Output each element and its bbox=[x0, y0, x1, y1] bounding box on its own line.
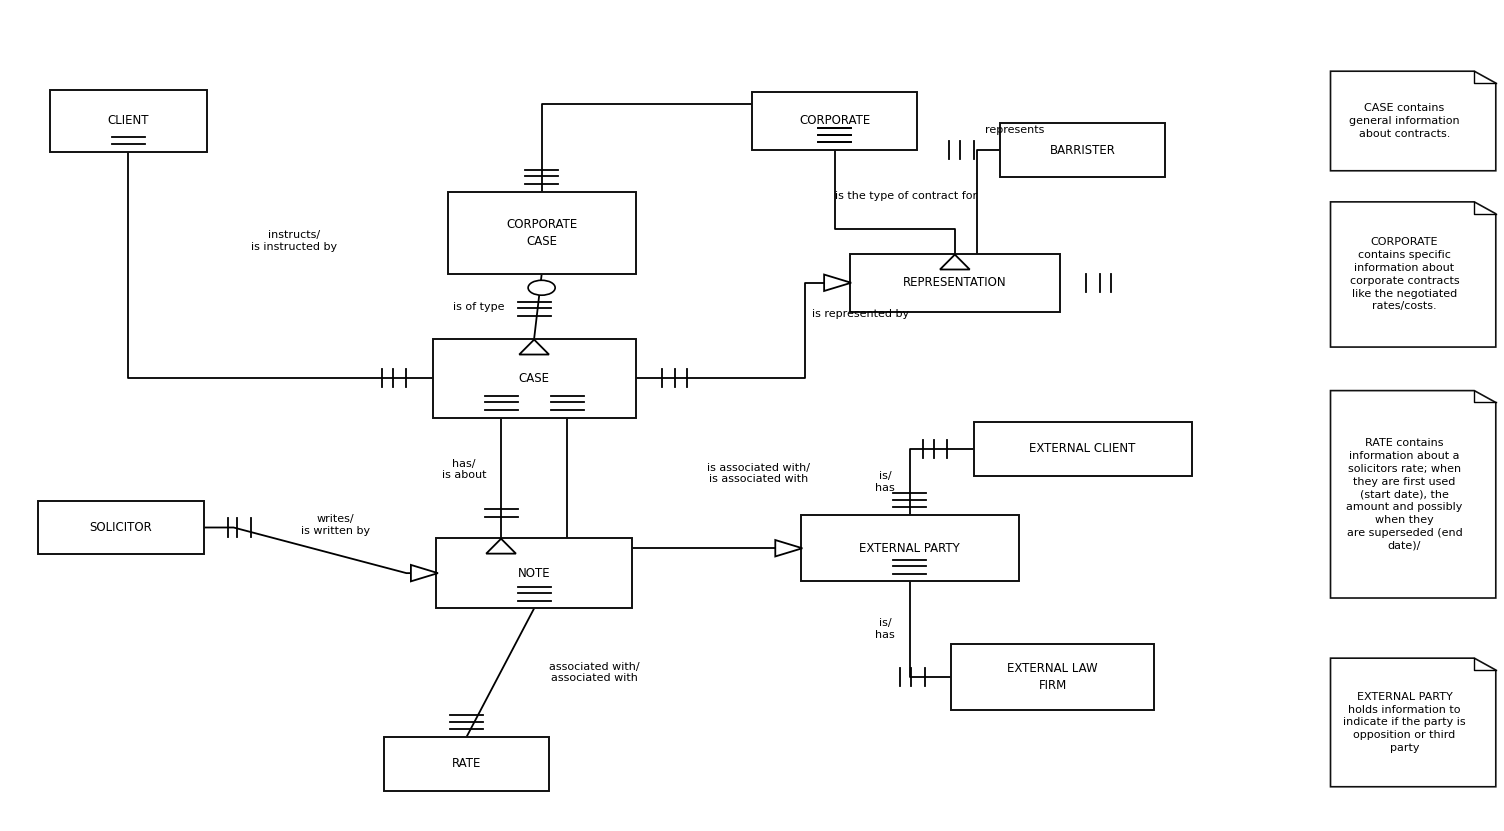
FancyBboxPatch shape bbox=[973, 421, 1191, 475]
Text: EXTERNAL CLIENT: EXTERNAL CLIENT bbox=[1029, 442, 1136, 455]
Text: EXTERNAL PARTY
holds information to
indicate if the party is
opposition or third: EXTERNAL PARTY holds information to indi… bbox=[1343, 692, 1466, 753]
Text: instructs/
is instructed by: instructs/ is instructed by bbox=[251, 230, 337, 252]
Text: is/
has: is/ has bbox=[875, 471, 895, 493]
FancyBboxPatch shape bbox=[800, 515, 1018, 582]
Text: CORPORATE
CASE: CORPORATE CASE bbox=[505, 218, 578, 248]
Polygon shape bbox=[1331, 71, 1496, 170]
Text: CORPORATE
contains specific
information about
corporate contracts
like the negot: CORPORATE contains specific information … bbox=[1349, 238, 1459, 312]
FancyBboxPatch shape bbox=[38, 500, 203, 554]
Polygon shape bbox=[1331, 202, 1496, 347]
Polygon shape bbox=[1331, 658, 1496, 787]
Text: EXTERNAL PARTY: EXTERNAL PARTY bbox=[859, 542, 960, 555]
FancyBboxPatch shape bbox=[50, 90, 208, 152]
Text: CORPORATE: CORPORATE bbox=[799, 115, 871, 127]
Text: REPRESENTATION: REPRESENTATION bbox=[902, 276, 1006, 289]
FancyBboxPatch shape bbox=[433, 339, 636, 417]
Text: CASE contains
general information
about contracts.: CASE contains general information about … bbox=[1349, 103, 1460, 139]
Text: NOTE: NOTE bbox=[517, 567, 550, 580]
Text: BARRISTER: BARRISTER bbox=[1050, 144, 1116, 156]
Polygon shape bbox=[1331, 391, 1496, 598]
Polygon shape bbox=[519, 340, 549, 355]
Text: CLIENT: CLIENT bbox=[108, 115, 149, 127]
FancyBboxPatch shape bbox=[850, 253, 1060, 312]
FancyBboxPatch shape bbox=[752, 92, 917, 150]
Text: is/
has: is/ has bbox=[875, 618, 895, 640]
Text: RATE contains
information about a
solicitors rate; when
they are first used
(sta: RATE contains information about a solici… bbox=[1346, 438, 1463, 550]
Text: EXTERNAL LAW
FIRM: EXTERNAL LAW FIRM bbox=[1008, 661, 1098, 692]
FancyBboxPatch shape bbox=[384, 737, 549, 791]
Text: is the type of contract for: is the type of contract for bbox=[835, 190, 976, 200]
Text: associated with/
associated with: associated with/ associated with bbox=[549, 661, 639, 683]
Text: has/
is about: has/ is about bbox=[442, 459, 486, 480]
Circle shape bbox=[528, 280, 555, 295]
Text: SOLICITOR: SOLICITOR bbox=[90, 521, 152, 534]
Text: represents: represents bbox=[985, 125, 1044, 135]
Polygon shape bbox=[940, 254, 970, 269]
Text: RATE: RATE bbox=[451, 757, 481, 770]
Text: writes/
is written by: writes/ is written by bbox=[301, 514, 370, 536]
Text: is represented by: is represented by bbox=[812, 309, 910, 319]
FancyBboxPatch shape bbox=[448, 191, 636, 274]
Text: CASE: CASE bbox=[519, 371, 549, 385]
Polygon shape bbox=[824, 274, 851, 291]
Polygon shape bbox=[411, 565, 438, 582]
Text: is of type: is of type bbox=[453, 302, 504, 312]
Polygon shape bbox=[775, 540, 802, 557]
Polygon shape bbox=[486, 538, 516, 553]
FancyBboxPatch shape bbox=[1000, 123, 1166, 177]
Text: is associated with/
is associated with: is associated with/ is associated with bbox=[707, 463, 811, 484]
FancyBboxPatch shape bbox=[951, 644, 1154, 710]
FancyBboxPatch shape bbox=[436, 538, 632, 608]
